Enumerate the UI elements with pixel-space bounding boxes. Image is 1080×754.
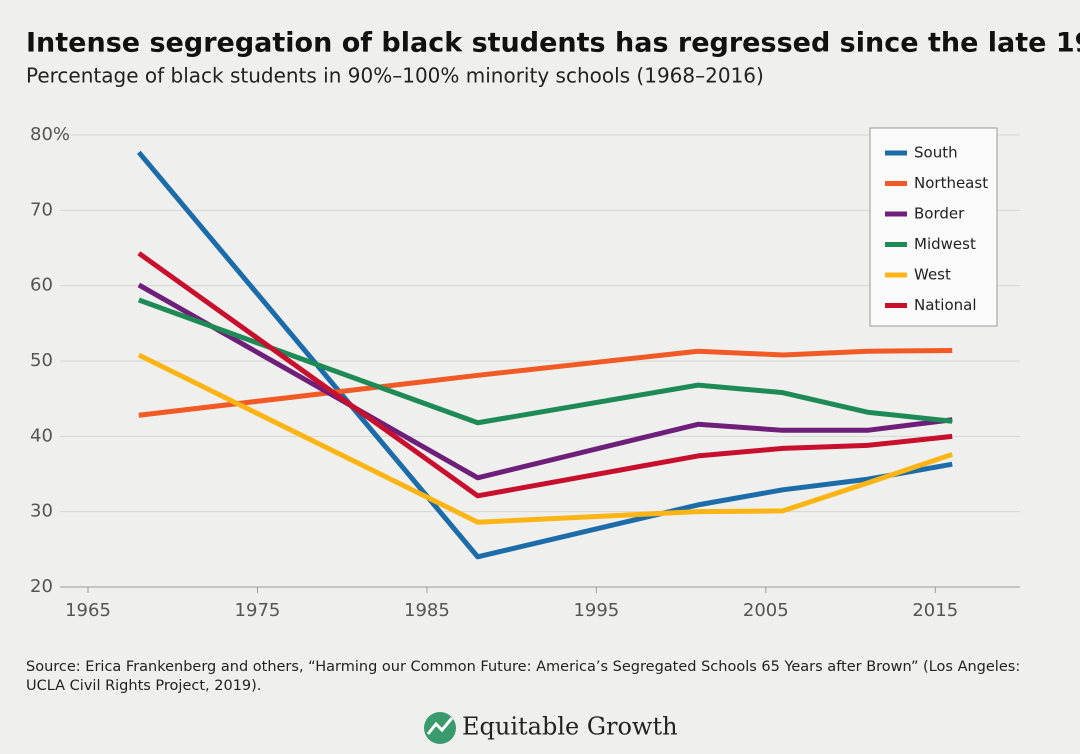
y-tick-label: 80%: [30, 124, 70, 145]
legend-box: [869, 127, 998, 327]
legend-label: Midwest: [914, 235, 976, 253]
y-tick-label: 30: [30, 501, 53, 522]
x-tick-label: 1965: [65, 600, 111, 621]
logo-arrow: [426, 717, 454, 735]
legend-label: South: [914, 144, 958, 162]
legend: South Northeast Border Midwest West National: [869, 127, 998, 327]
logo-text: Equitable Growth: [462, 713, 678, 741]
logo: Equitable Growth: [424, 712, 678, 744]
y-tick-label: 60: [30, 275, 53, 296]
y-tick-label: 40: [30, 425, 53, 446]
chart-subtitle: Percentage of black students in 90%–100%…: [26, 64, 764, 88]
series-line: [137, 282, 953, 481]
y-tick-label: 70: [30, 199, 53, 220]
source-note: Source: Erica Frankenberg and others, “H…: [26, 659, 1021, 694]
legend-label: National: [914, 296, 977, 314]
x-tick-label: 1985: [404, 600, 450, 621]
chart-title: Intense segregation of black students ha…: [26, 28, 1080, 59]
series-line: [138, 347, 953, 418]
legend-label: West: [914, 266, 951, 284]
series-line: [137, 251, 953, 499]
y-tick-label: 20: [30, 576, 53, 597]
legend-label: Border: [914, 205, 965, 223]
y-tick-label: 50: [30, 350, 53, 371]
legend-label: Northeast: [914, 174, 988, 192]
series-line: [137, 352, 954, 525]
x-tick-label: 1995: [573, 600, 619, 621]
x-tick-label: 2005: [743, 600, 789, 621]
x-tick-label: 1975: [235, 600, 281, 621]
x-tick-label: 2015: [912, 600, 958, 621]
series-line: [137, 297, 953, 426]
